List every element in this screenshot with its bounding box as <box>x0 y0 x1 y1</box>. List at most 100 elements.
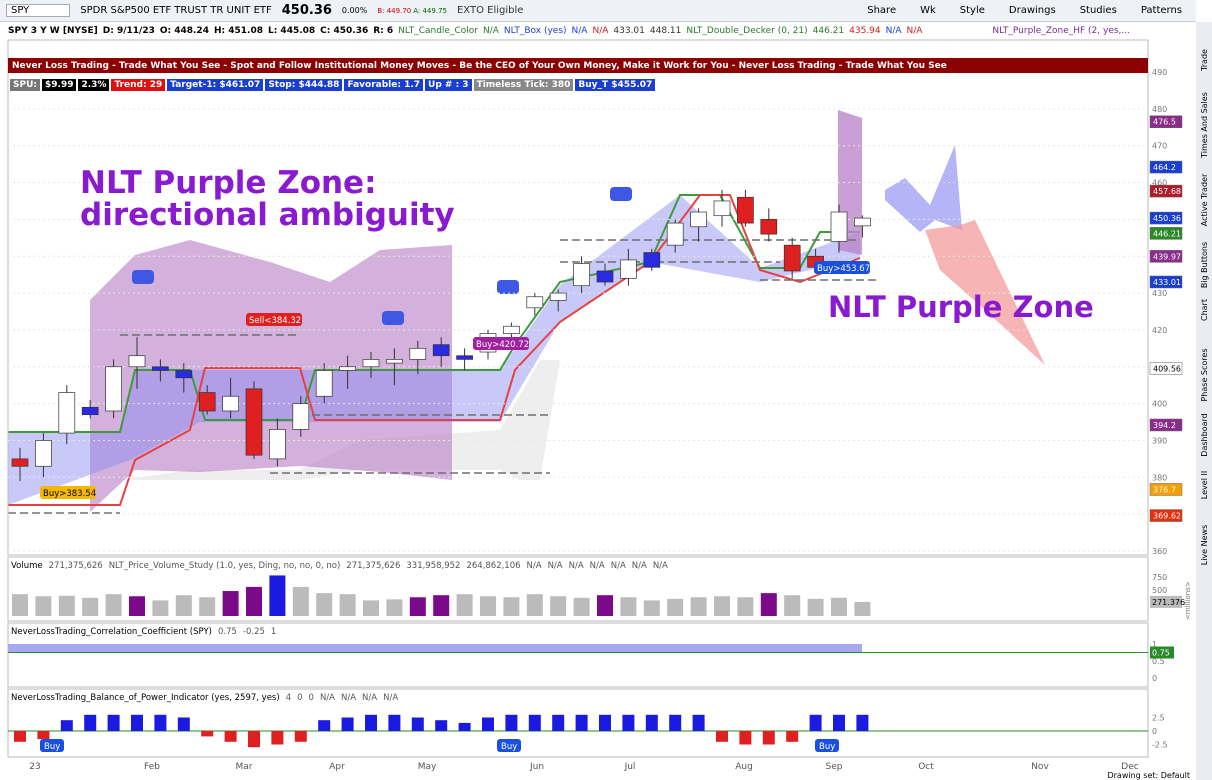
description: SPDR S&P500 ETF TRUST TR UNIT ETF <box>80 5 272 16</box>
study-item: L: 445.08 <box>267 26 316 36</box>
bop-bar <box>739 731 752 745</box>
toolbar-button[interactable]: Wk <box>920 5 936 16</box>
y-tick-label: 2.5 <box>1152 714 1165 723</box>
candle-body <box>526 296 544 309</box>
side-panel <box>1196 22 1212 780</box>
toolbar-button[interactable]: Patterns <box>1140 5 1182 16</box>
candle-body <box>362 359 380 368</box>
candle-body <box>666 222 684 246</box>
signal-box <box>40 486 96 499</box>
panel-header: 4 <box>286 693 291 703</box>
side-tab[interactable]: Dashboard <box>1200 413 1209 456</box>
study-item: SPY 3 Y W [NYSE] <box>8 26 98 36</box>
volume-bar <box>246 586 262 616</box>
candle-body <box>549 292 567 301</box>
price-label: 457.68 <box>1153 187 1181 196</box>
y-tick-label: 250 <box>1152 599 1167 608</box>
price-panel-border <box>7 39 1149 556</box>
badge: Up # : 3 <box>425 78 472 91</box>
side-tab[interactable]: Chart <box>1200 299 1209 321</box>
panel-header: 264,862,106 <box>466 561 520 571</box>
candle-body <box>292 403 310 430</box>
volume-bar <box>597 595 613 616</box>
change: 0.00% <box>341 6 368 15</box>
footer: Drawing set: Default <box>1107 771 1190 780</box>
corr-label: 0.75 <box>1152 649 1170 658</box>
bop-bar <box>762 731 775 745</box>
price-label: 446.21 <box>1153 229 1181 238</box>
side-tab[interactable]: Phase Scores <box>1200 348 1209 401</box>
price-label-box <box>1149 483 1183 496</box>
projection-down <box>925 220 1045 365</box>
panel-header: N/A <box>341 693 356 703</box>
panel-header: N/A <box>383 693 398 703</box>
toolbar-button[interactable]: Style <box>959 5 985 16</box>
volume-bar <box>831 597 847 616</box>
side-tab[interactable]: Big Buttons <box>1200 242 1209 288</box>
bop-bar <box>528 714 541 731</box>
toolbar-button[interactable]: Share <box>867 5 897 16</box>
side-tab[interactable]: Trade <box>1200 49 1209 72</box>
bop-bar <box>435 720 448 731</box>
panel-header: 0 <box>297 693 302 703</box>
side-tab[interactable]: Active Trader <box>1200 173 1209 226</box>
panel-header: NeverLossTrading_Correlation_Coefficient… <box>11 627 212 637</box>
candle-body <box>643 252 661 268</box>
side-tab[interactable]: Level II <box>1200 471 1209 499</box>
price-label-box <box>1149 509 1183 522</box>
bop-bar <box>341 717 354 731</box>
ask: A: 449.75 <box>413 6 447 15</box>
study-item: 435.94 <box>849 26 881 36</box>
panel-header: 1 <box>271 627 276 637</box>
toolbar-button[interactable]: Drawings <box>1008 5 1056 16</box>
panel-header: N/A <box>611 561 626 571</box>
x-tick-label: Mar <box>236 762 253 772</box>
candle-body <box>128 355 146 368</box>
last-price: 450.36 <box>281 3 332 18</box>
toolbar-button[interactable]: Studies <box>1079 5 1117 16</box>
study-line: SPY 3 Y W [NYSE] D: 9/11/23 O: 448.24 H: 45… <box>0 23 1150 39</box>
volume-panel-border <box>7 556 1149 622</box>
price-label: 450.36 <box>1153 214 1181 223</box>
volume-bar <box>12 594 28 616</box>
side-tab[interactable]: Live News <box>1200 525 1209 566</box>
panel-header: N/A <box>320 693 335 703</box>
volume-bar <box>526 594 543 616</box>
candle-body <box>573 263 590 287</box>
price-label-box <box>1149 227 1183 240</box>
panel-header: NLT_Price_Volume_Study (1.0, yes, Ding, … <box>109 561 341 571</box>
candle-body <box>245 388 263 456</box>
badge: SPU: <box>10 78 40 91</box>
symbol[interactable]: SPY <box>6 4 71 17</box>
volume-bar <box>292 586 309 616</box>
blue-zone <box>8 195 860 505</box>
volume-bar <box>807 598 824 616</box>
price-label: 376.7 <box>1153 485 1176 494</box>
candle-body <box>620 259 637 279</box>
y-tick-label: 0 <box>1152 727 1157 736</box>
volume-bar <box>456 594 473 616</box>
candle-body <box>11 458 29 467</box>
price-label: 369.62 <box>1153 512 1181 521</box>
side-tab[interactable]: Times And Sales <box>1200 92 1209 159</box>
panel-header: N/A <box>548 561 563 571</box>
x-tick-label: Oct <box>918 762 934 772</box>
green-line <box>8 194 860 433</box>
volume-bar <box>35 596 52 616</box>
volume-bar <box>573 597 590 616</box>
bop-bar <box>622 714 635 731</box>
y-tick-label: 500 <box>1152 586 1167 595</box>
candle-body <box>596 270 614 283</box>
y-tick-label: -2.5 <box>1152 741 1168 750</box>
volume-bar <box>433 595 450 616</box>
badge: 2.3% <box>78 78 110 91</box>
bop-bar <box>365 714 377 731</box>
candle-body <box>713 200 731 217</box>
price-label: 394.2 <box>1153 421 1176 430</box>
bop-bar <box>599 714 611 731</box>
volume-bar <box>643 600 660 616</box>
buy-box <box>497 739 521 752</box>
price-label-box <box>1149 160 1183 174</box>
volume-bar <box>82 597 99 616</box>
